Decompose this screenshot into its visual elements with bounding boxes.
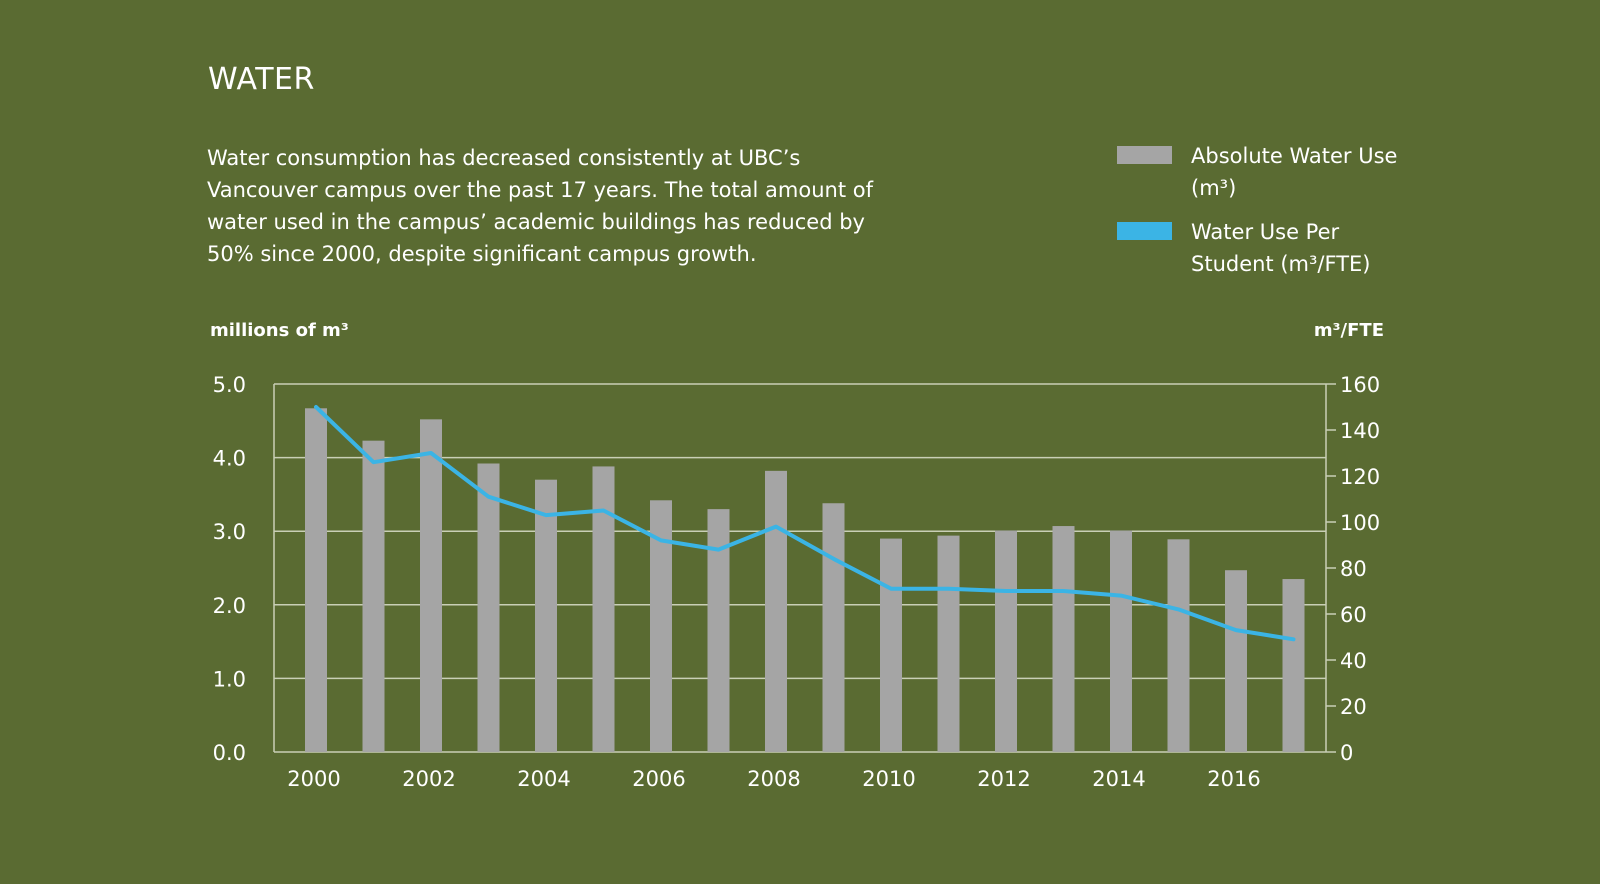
- left-tick-label: 0.0: [213, 741, 246, 765]
- right-tick-label: 120: [1340, 465, 1380, 489]
- bar: [477, 463, 500, 752]
- bar: [650, 500, 672, 752]
- x-tick-label: 2012: [977, 767, 1030, 791]
- bar: [707, 509, 730, 752]
- right-tick-label: 160: [1340, 373, 1380, 397]
- bar: [765, 470, 787, 752]
- legend-label-absolute-water-use: Absolute Water Use (m³): [1191, 144, 1398, 200]
- left-tick-label: 2.0: [213, 594, 246, 618]
- legend-swatch-line: [1117, 222, 1172, 240]
- bar: [995, 530, 1017, 752]
- right-tick-label: 80: [1340, 557, 1367, 581]
- bar: [535, 479, 557, 752]
- bar: [1167, 539, 1190, 752]
- bar: [420, 419, 442, 752]
- legend-label-water-use-per-student: Water Use Per Student (m³/FTE): [1191, 220, 1371, 276]
- bar: [362, 440, 385, 752]
- left-tick-label: 5.0: [213, 373, 246, 397]
- bar: [880, 538, 902, 752]
- bar: [1052, 526, 1075, 752]
- right-tick-label: 100: [1340, 511, 1380, 535]
- right-tick-label: 0: [1340, 741, 1353, 765]
- bar: [305, 408, 327, 752]
- x-tick-label: 2008: [747, 767, 800, 791]
- right-tick-label: 60: [1340, 603, 1367, 627]
- chart-title: WATER: [208, 62, 315, 97]
- left-tick-label: 3.0: [213, 520, 246, 544]
- right-tick-label: 140: [1340, 419, 1380, 443]
- bar: [937, 535, 960, 752]
- series-line-water-use-per-student: [314, 405, 1296, 642]
- x-tick-label: 2002: [402, 767, 455, 791]
- chart-description: Water consumption has decreased consiste…: [207, 146, 874, 266]
- right-axis-title: m³/FTE: [1313, 320, 1384, 341]
- left-axis-title: millions of m³: [210, 320, 349, 341]
- x-tick-label: 2016: [1207, 767, 1260, 791]
- bar: [592, 466, 615, 752]
- x-tick-label: 2006: [632, 767, 685, 791]
- x-tick-label: 2004: [517, 767, 570, 791]
- left-tick-label: 4.0: [213, 447, 246, 471]
- bar: [822, 503, 845, 752]
- right-tick-label: 40: [1340, 649, 1367, 673]
- right-tick-label: 20: [1340, 695, 1367, 719]
- legend-swatch-bar: [1117, 146, 1172, 164]
- bar: [1110, 530, 1132, 752]
- left-tick-label: 1.0: [213, 667, 246, 691]
- x-tick-label: 2000: [287, 767, 340, 791]
- x-tick-label: 2014: [1092, 767, 1145, 791]
- bar: [1225, 570, 1247, 752]
- bar: [1282, 579, 1305, 752]
- x-tick-label: 2010: [862, 767, 915, 791]
